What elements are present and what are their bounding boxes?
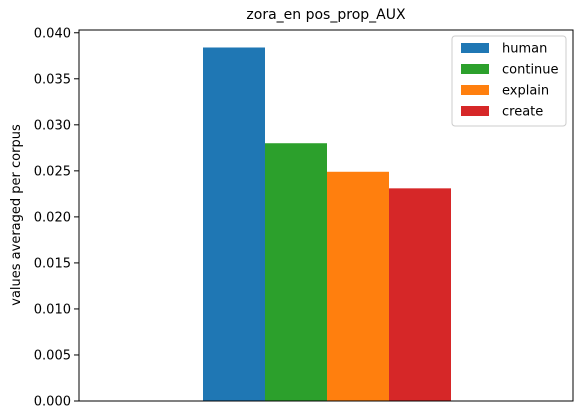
y-tick-label: 0.040 (34, 26, 71, 41)
bar-human (203, 47, 265, 402)
bar-explain (327, 171, 389, 401)
y-tick-label: 0.035 (34, 72, 71, 87)
legend-label-human: human (502, 42, 547, 57)
y-tick-label: 0.020 (34, 210, 71, 225)
bar-continue (265, 143, 327, 401)
legend-label-continue: continue (502, 63, 559, 78)
legend-box (451, 35, 567, 127)
y-tick-label: 0.015 (34, 256, 71, 271)
y-tick-label: 0.000 (34, 395, 71, 410)
y-tick-label: 0.025 (34, 164, 71, 179)
y-tick-label: 0.030 (34, 118, 71, 133)
legend-swatch-explain (461, 85, 489, 95)
y-axis-ticks: 0.000 0.005 0.010 0.015 0.020 0.025 0.030 0.035… (34, 26, 79, 410)
y-tick-label: 0.005 (34, 348, 71, 363)
legend-swatch-human (461, 43, 489, 53)
chart-title: zora_en pos_prop_AUX (246, 7, 406, 23)
y-axis-label: values averaged per corpus (9, 124, 24, 306)
legend-swatch-create (461, 106, 489, 116)
y-tick-label: 0.010 (34, 302, 71, 317)
legend: human continue explain create (451, 35, 567, 127)
bar-create (389, 188, 451, 401)
legend-swatch-continue (461, 64, 489, 74)
plot-frame (78, 29, 574, 402)
bars-group (203, 47, 451, 402)
legend-label-explain: explain (502, 84, 549, 99)
legend-label-create: create (502, 105, 543, 120)
